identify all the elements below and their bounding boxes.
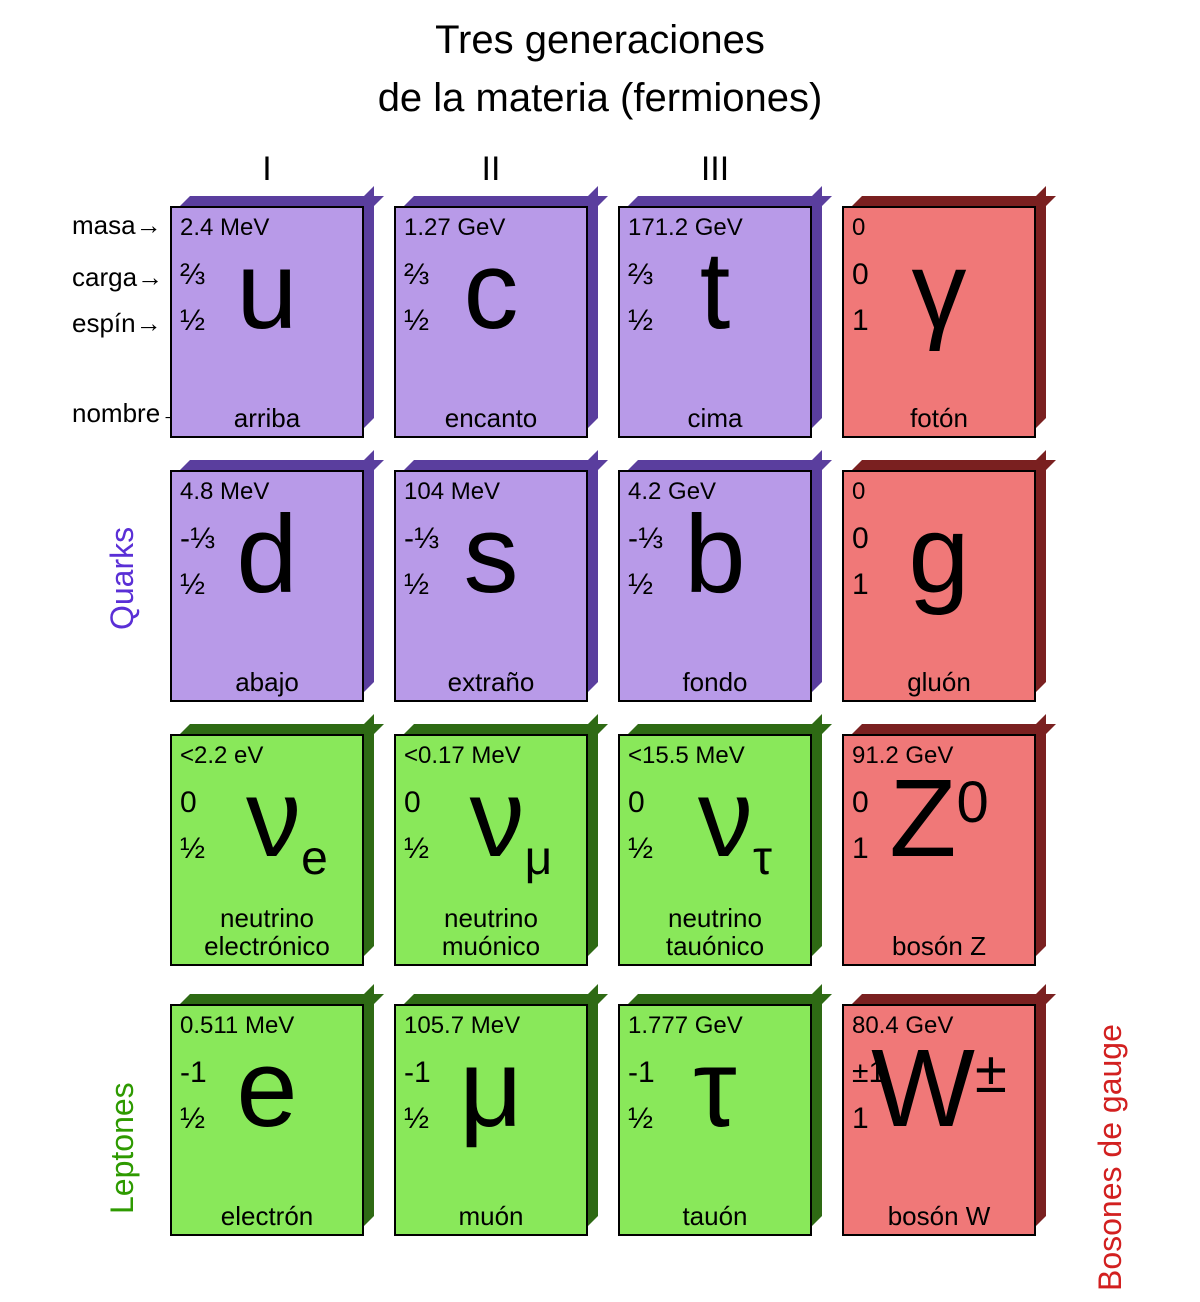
charge-pointer-label: carga→ — [72, 262, 163, 293]
tile-side-face — [364, 984, 374, 1226]
tile-top-face — [180, 460, 384, 470]
particle-symbol: μ — [394, 1034, 588, 1144]
particle-symbol: γ — [842, 236, 1036, 346]
particle-symbol: e — [170, 1034, 364, 1144]
tile-top-face — [628, 724, 832, 734]
particle-name: electrón — [170, 1203, 364, 1230]
tile-top-face — [404, 460, 608, 470]
spin-pointer-label: espín→ — [72, 308, 162, 339]
particle-tile-νe: <2.2 eV0½νeneutrinoelectrónico — [170, 734, 364, 966]
particle-tile-γ: 001γfotón — [842, 206, 1036, 438]
particle-tile-e: 0.511 MeV-1½eelectrón — [170, 1004, 364, 1236]
tile-top-face — [852, 460, 1056, 470]
particle-name: bosón W — [842, 1203, 1036, 1230]
particle-symbol: W± — [842, 1034, 1036, 1144]
tile-top-face — [852, 196, 1056, 206]
tile-side-face — [1036, 450, 1046, 692]
particle-tile-t: 171.2 GeV⅔½tcima — [618, 206, 812, 438]
tile-top-face — [628, 196, 832, 206]
particle-name: neutrinomuónico — [394, 905, 588, 960]
leptons-side-label: Leptones — [104, 1076, 141, 1220]
particle-name: muón — [394, 1203, 588, 1230]
tile-side-face — [1036, 714, 1046, 956]
particle-symbol: b — [618, 500, 812, 610]
particle-name: neutrinotauónico — [618, 905, 812, 960]
tile-top-face — [180, 994, 384, 1004]
particle-name: arriba — [170, 405, 364, 432]
tile-top-face — [628, 994, 832, 1004]
tile-side-face — [812, 186, 822, 428]
particle-symbol: c — [394, 236, 588, 346]
particle-symbol: νμ — [394, 764, 608, 874]
tile-side-face — [1036, 186, 1046, 428]
particle-tile-d: 4.8 MeV-⅓½dabajo — [170, 470, 364, 702]
particle-symbol: νe — [170, 764, 384, 874]
particle-tile-g: 001ggluón — [842, 470, 1036, 702]
bosons-side-label: Bosones de gauge — [1092, 1014, 1129, 1302]
particle-tile-ντ: <15.5 MeV0½ντneutrinotauónico — [618, 734, 812, 966]
particle-symbol: ντ — [618, 764, 832, 874]
tile-side-face — [812, 450, 822, 692]
particle-name: cima — [618, 405, 812, 432]
particle-symbol: s — [394, 500, 588, 610]
tile-side-face — [364, 450, 374, 692]
standard-model-diagram: Tres generaciones de la materia (fermion… — [0, 0, 1200, 1294]
particle-name: gluón — [842, 669, 1036, 696]
generation-label-1: I — [170, 150, 364, 189]
particle-tile-s: 104 MeV-⅓½sextraño — [394, 470, 588, 702]
generation-label-3: III — [618, 150, 812, 189]
particle-name: extraño — [394, 669, 588, 696]
tile-side-face — [588, 450, 598, 692]
tile-side-face — [588, 186, 598, 428]
particle-tile-τ: 1.777 GeV-1½τtauón — [618, 1004, 812, 1236]
tile-top-face — [404, 724, 608, 734]
tile-top-face — [628, 460, 832, 470]
particle-name: abajo — [170, 669, 364, 696]
mass-pointer-label: masa→ — [72, 210, 162, 241]
generation-label-2: II — [394, 150, 588, 189]
tile-top-face — [852, 994, 1056, 1004]
particle-name: fotón — [842, 405, 1036, 432]
tile-top-face — [852, 724, 1056, 734]
particle-name: tauón — [618, 1203, 812, 1230]
tile-side-face — [364, 186, 374, 428]
tile-side-face — [812, 984, 822, 1226]
particle-tile-b: 4.2 GeV-⅓½bfondo — [618, 470, 812, 702]
tile-side-face — [588, 984, 598, 1226]
particle-symbol: u — [170, 236, 364, 346]
particle-tile-w±: 80.4 GeV±11W±bosón W — [842, 1004, 1036, 1236]
particle-symbol: τ — [618, 1034, 812, 1144]
tile-top-face — [404, 196, 608, 206]
particle-name: fondo — [618, 669, 812, 696]
particle-tile-c: 1.27 GeV⅔½cencanto — [394, 206, 588, 438]
particle-tile-z0: 91.2 GeV01Z0bosón Z — [842, 734, 1036, 966]
tile-top-face — [180, 196, 384, 206]
tile-top-face — [404, 994, 608, 1004]
particle-symbol: g — [842, 500, 1036, 610]
particle-name: encanto — [394, 405, 588, 432]
particle-tile-u: 2.4 MeV⅔½uarriba — [170, 206, 364, 438]
particle-tile-νμ: <0.17 MeV0½νμneutrinomuónico — [394, 734, 588, 966]
subtitle: de la materia (fermiones) — [0, 76, 1200, 121]
particle-name: neutrinoelectrónico — [170, 905, 364, 960]
particle-symbol: Z0 — [842, 764, 1036, 874]
title: Tres generaciones — [0, 18, 1200, 63]
particle-tile-μ: 105.7 MeV-1½μmuón — [394, 1004, 588, 1236]
quarks-side-label: Quarks — [104, 524, 141, 632]
tile-top-face — [180, 724, 384, 734]
tile-side-face — [1036, 984, 1046, 1226]
particle-name: bosón Z — [842, 933, 1036, 960]
particle-symbol: t — [618, 236, 812, 346]
particle-symbol: d — [170, 500, 364, 610]
